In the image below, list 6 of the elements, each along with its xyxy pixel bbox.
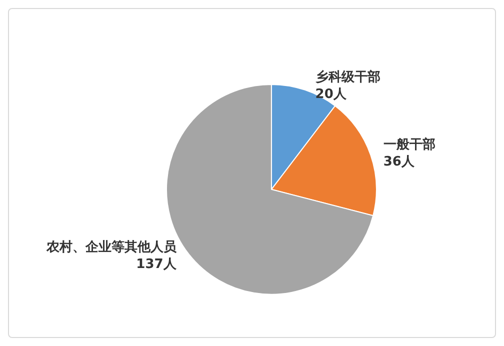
data-label: 36人 (383, 154, 416, 170)
slice-label: 一般干部 (383, 136, 436, 153)
data-label: 137人 (136, 257, 178, 272)
slice-label: 农村、企业等其他人员 (45, 240, 178, 256)
data-label: 20人 (315, 87, 348, 102)
slice-label: 乡科级干部 (315, 69, 380, 86)
